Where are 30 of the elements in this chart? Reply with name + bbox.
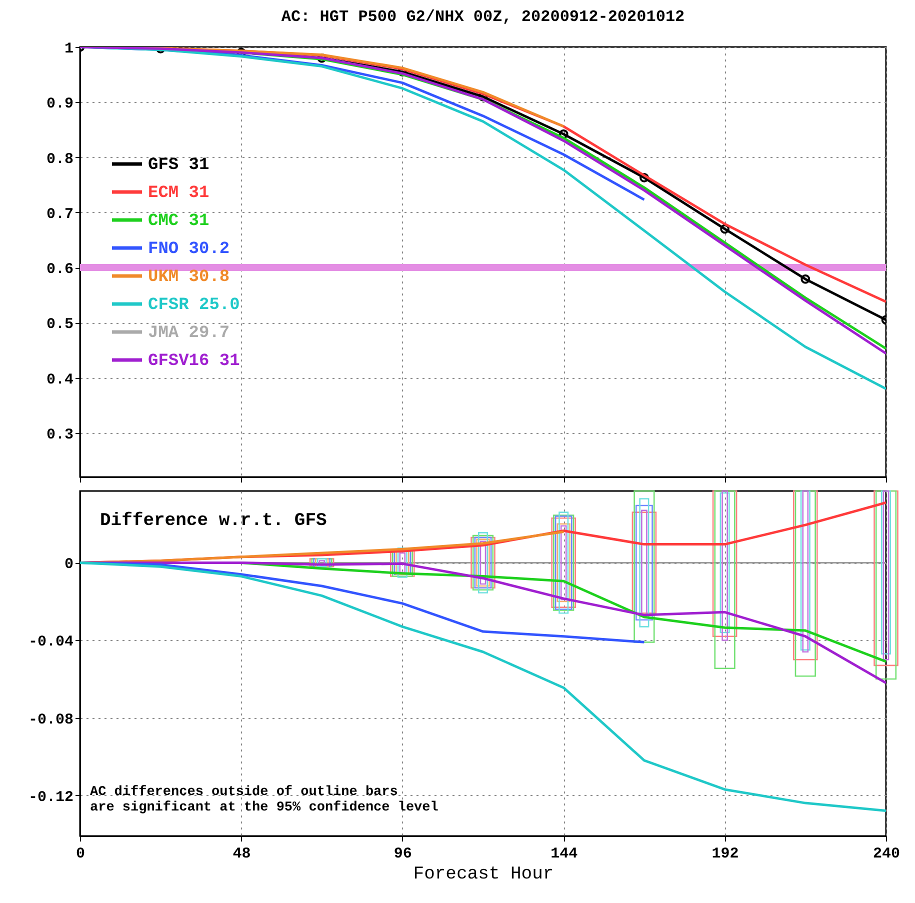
legend-label: GFS 31	[148, 156, 210, 175]
legend-label: CFSR 25.0	[148, 296, 240, 315]
legend-label: UKM 30.8	[148, 268, 230, 287]
legend-label: ECM 31	[148, 184, 210, 203]
x-tick-label: 144	[550, 846, 578, 862]
y-tick-label: 0	[64, 556, 74, 574]
y-tick-label: -0.08	[28, 711, 74, 728]
y-tick-label: 0.9	[46, 96, 74, 113]
y-tick-label: 1	[64, 40, 74, 58]
x-tick-label: 192	[712, 846, 739, 862]
annotation: Difference w.r.t. GFS	[100, 511, 328, 531]
y-tick-label: -0.04	[28, 634, 74, 651]
y-tick-label: 0.5	[46, 316, 74, 334]
y-tick-label: 0.4	[46, 371, 74, 388]
annotation: AC differences outside of outline bars are significant at the 95% confidence level	[90, 785, 438, 816]
legend-label: GFSV16 31	[148, 352, 240, 371]
y-tick-label: 0.6	[46, 261, 74, 278]
legend-label: FNO 30.2	[148, 240, 230, 259]
legend-label: JMA 29.7	[148, 324, 230, 343]
x-tick-label: 0	[76, 846, 86, 862]
legend-label: CMC 31	[148, 212, 210, 231]
x-axis-title: Forecast Hour	[413, 864, 554, 884]
x-tick-label: 240	[872, 846, 900, 862]
y-tick-label: 0.3	[46, 426, 74, 444]
x-tick-label: 96	[394, 846, 412, 862]
chart-title: AC: HGT P500 G2/NHX 00Z, 20200912-20201012	[281, 8, 685, 26]
y-tick-label: 0.7	[46, 206, 74, 223]
x-tick-label: 48	[232, 846, 251, 862]
y-tick-label: 0.8	[46, 150, 74, 168]
y-tick-label: -0.12	[28, 788, 74, 806]
